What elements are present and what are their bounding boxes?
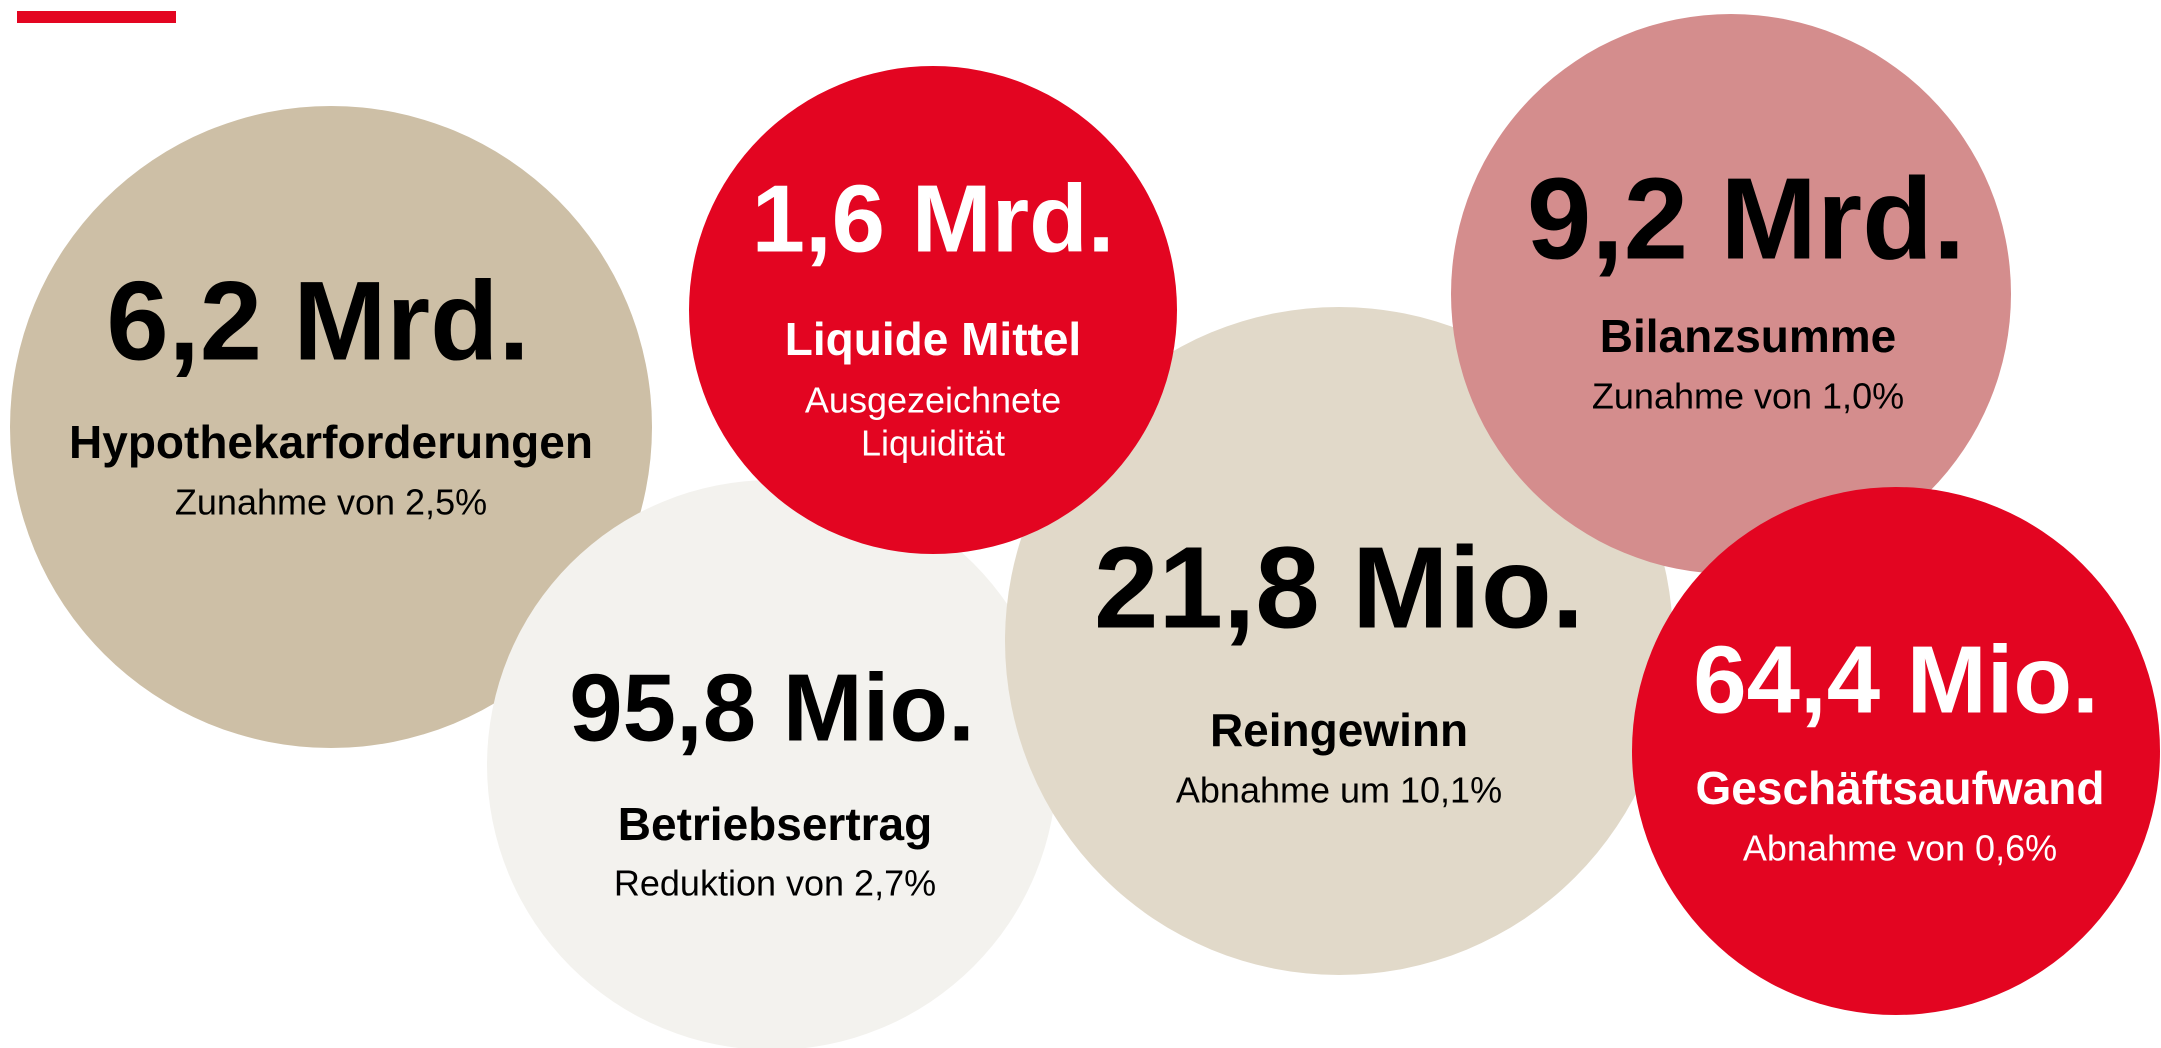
bubble-value: 95,8 Mio.: [569, 654, 974, 761]
bubble-sub: Zunahme von 1,0%: [1592, 376, 1904, 417]
bubble: 9,2 Mrd. Bilanzsumme Zunahme von 1,0%: [1451, 14, 2011, 574]
bubble-sub: Abnahme um 10,1%: [1176, 770, 1502, 811]
bubble-sub: Zunahme von 2,5%: [175, 482, 487, 523]
bubble: 95,8 Mio. Betriebsertrag Reduktion von 2…: [487, 480, 1057, 1048]
bubble-label: Bilanzsumme: [1600, 310, 1897, 362]
bubble-circle: [487, 480, 1057, 1048]
bubble-circle: [1005, 307, 1673, 975]
bubble-label: Liquide Mittel: [785, 313, 1081, 365]
bubble-label: Hypothekarforderungen: [69, 416, 593, 468]
bubble-sub: Ausgezeichnete: [805, 380, 1061, 421]
bubble-value: 6,2 Mrd.: [106, 259, 529, 384]
bubble-value: 1,6 Mrd.: [752, 165, 1115, 272]
bubble: 21,8 Mio. Reingewinn Abnahme um 10,1%: [1005, 307, 1673, 975]
bubble: 1,6 Mrd. Liquide Mittel Ausgezeichnete L…: [689, 66, 1177, 554]
bubble-circle: [10, 106, 652, 748]
bubble-value: 21,8 Mio.: [1094, 523, 1584, 653]
bubble-circle: [689, 66, 1177, 554]
bubble-sub: Abnahme von 0,6%: [1743, 828, 2057, 869]
bubble-circle: [1451, 14, 2011, 574]
bubble-circle: [1632, 487, 2160, 1015]
bubble-label: Geschäftsaufwand: [1696, 762, 2105, 814]
bubble: 64,4 Mio. Geschäftsaufwand Abnahme von 0…: [1632, 487, 2160, 1015]
bubble-sub: Reduktion von 2,7%: [614, 863, 936, 904]
bubble-value: 9,2 Mrd.: [1527, 154, 1965, 284]
bubble: 6,2 Mrd. Hypothekarforderungen Zunahme v…: [10, 106, 652, 748]
bubble-sub: Liquidität: [861, 423, 1005, 464]
bubble-value: 64,4 Mio.: [1693, 626, 2098, 733]
accent-bar: [17, 11, 176, 23]
bubble-label: Betriebsertrag: [618, 798, 932, 850]
bubble-label: Reingewinn: [1210, 704, 1468, 756]
